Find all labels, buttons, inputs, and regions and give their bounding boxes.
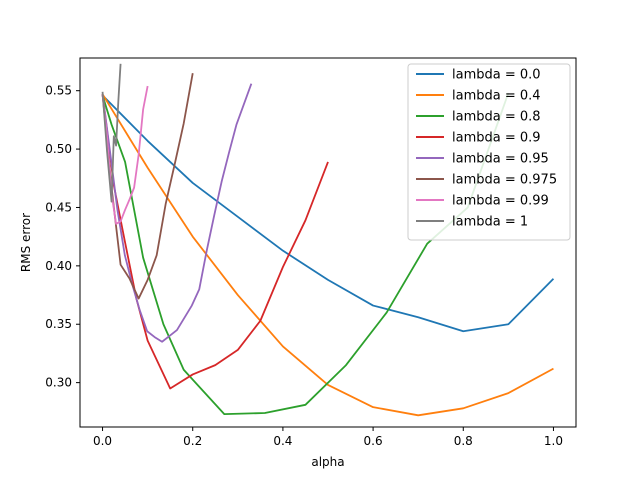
- x-axis-label: alpha: [311, 455, 344, 469]
- y-tick-label: 0.35: [45, 317, 72, 331]
- x-tick-label: 0.2: [183, 434, 202, 448]
- y-tick-label: 0.45: [45, 200, 72, 214]
- series-line-lambda-0-95: [101, 83, 253, 343]
- legend-label: lambda = 0.0: [452, 68, 541, 83]
- series-line-lambda-0-0: [101, 94, 555, 333]
- x-tick-label: 1.0: [544, 434, 563, 448]
- legend-box: [407, 63, 571, 241]
- y-tick-label: 0.55: [45, 84, 72, 98]
- plot-area: [101, 63, 555, 417]
- legend-label: lambda = 1: [452, 215, 528, 230]
- x-tick-label: 0.6: [364, 434, 383, 448]
- x-tick-label: 0.4: [273, 434, 292, 448]
- series-line-lambda-0-9: [101, 94, 329, 390]
- y-tick-label: 0.50: [45, 142, 72, 156]
- x-axis: 0.0 0.2 0.4 0.6 0.8 1.0: [93, 427, 563, 448]
- legend-label: lambda = 0.8: [452, 110, 541, 125]
- series-line-lambda-1: [101, 63, 122, 203]
- legend-label: lambda = 0.99: [452, 194, 549, 209]
- y-axis: 0.30 0.35 0.40 0.45 0.50 0.55: [45, 84, 80, 390]
- y-axis-label: RMS error: [19, 213, 33, 272]
- legend-label: lambda = 0.4: [452, 89, 541, 104]
- x-tick-label: 0.8: [454, 434, 473, 448]
- legend-label: lambda = 0.975: [452, 173, 557, 188]
- legend-label: lambda = 0.9: [452, 131, 541, 146]
- legend-label: lambda = 0.95: [452, 152, 549, 167]
- y-tick-label: 0.30: [45, 376, 72, 390]
- series-line-lambda-0-99: [101, 85, 149, 225]
- series-line-lambda-0-4: [101, 93, 554, 417]
- x-tick-label: 0.0: [93, 434, 112, 448]
- series-line-lambda-0-975: [101, 73, 194, 300]
- series-line-lambda-0-8: [101, 92, 510, 416]
- y-tick-label: 0.40: [45, 259, 72, 273]
- axes-frame: [79, 57, 577, 428]
- legend: lambda = 0.0 lambda = 0.4 lambda = 0.8 lamb…: [407, 63, 571, 241]
